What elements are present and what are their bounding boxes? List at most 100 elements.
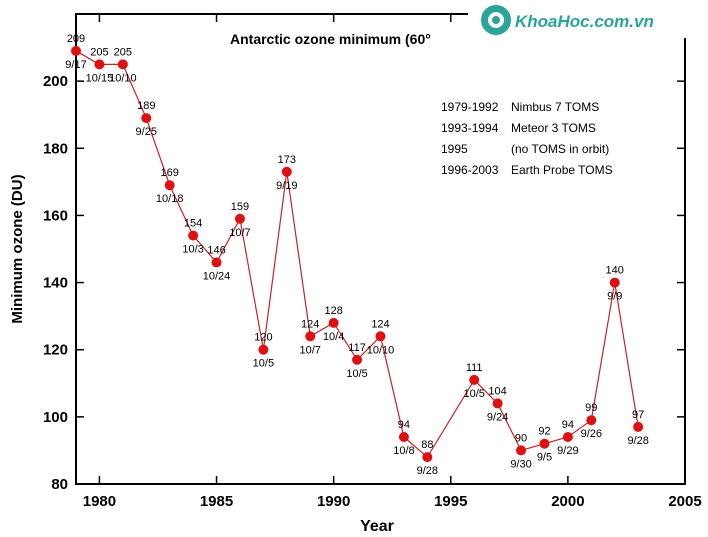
data-point [492,398,503,409]
legend-instrument-3: (no TOMS in orbit) [511,142,609,156]
legend-years-1: 1979-1992 [441,100,499,114]
data-label-date: 10/3 [182,244,203,256]
data-label-value: 159 [231,201,249,213]
legend: 1979-1992 Nimbus 7 TOMS 1993-1994 Meteor… [441,100,613,177]
data-label-value: 189 [137,100,155,112]
data-label-value: 154 [184,218,202,230]
data-label-date: 10/8 [393,445,414,457]
data-point [234,213,245,224]
data-label-value: 90 [515,432,527,444]
y-axis-ticks: 80 100 120 140 160 180 200 [43,73,685,493]
watermark-text: KhoaHoc.com.vn [515,12,654,31]
data-point [117,59,128,70]
x-tick-label: 2005 [668,493,701,510]
data-label-value: 92 [538,426,550,438]
data-label-value: 209 [67,33,85,45]
data-label-date: 9/28 [417,465,438,477]
data-label-date: 9/30 [510,458,531,470]
data-label-date: 9/26 [581,428,602,440]
data-point [352,354,363,365]
data-point [281,166,292,177]
data-label-date: 9/29 [557,445,578,457]
x-tick-label: 1980 [83,493,116,510]
data-label-date: 10/10 [109,72,137,84]
data-point [398,432,409,442]
y-tick-label: 100 [43,409,68,426]
data-point [562,432,573,442]
x-tick-label: 2000 [551,493,584,510]
legend-instrument-4: Earth Probe TOMS [511,163,613,177]
data-point [609,277,620,288]
data-point [586,415,597,426]
data-label-value: 169 [161,167,179,179]
data-point [188,230,199,241]
data-label-date: 10/15 [86,72,114,84]
data-label-date: 10/7 [300,344,321,356]
data-label-date: 9/19 [276,180,297,192]
data-label-date: 10/24 [203,270,231,282]
data-label-date: 9/17 [65,59,86,71]
data-label-value: 124 [371,318,389,330]
data-label-date: 10/10 [367,344,395,356]
data-label-value: 104 [488,385,506,397]
data-point [328,317,339,328]
legend-instrument-2: Meteor 3 TOMS [511,121,596,135]
data-label-date: 9/24 [487,411,508,423]
watermark-logo-core-icon [492,16,500,24]
data-label-value: 97 [632,409,644,421]
data-label-date: 10/7 [229,227,250,239]
point-labels: 209 9/17 205 10/15 205 10/10 189 9/25 169 10/18 15… [65,33,649,477]
data-label-value: 140 [606,265,624,277]
data-label-value: 205 [90,46,108,58]
legend-years-3: 1995 [441,142,468,156]
x-tick-label: 1990 [317,493,350,510]
data-point [164,180,175,191]
y-tick-label: 80 [51,476,68,493]
data-point [71,45,81,56]
data-point [516,445,527,456]
x-tick-label: 1995 [434,493,467,510]
x-axis-ticks: 1980 1985 1990 1995 2000 2005 [83,14,702,510]
data-point [422,452,433,463]
data-point [211,257,222,268]
data-label-value: 117 [348,342,366,354]
data-label-date: 9/9 [607,291,622,303]
watermark: KhoaHoc.com.vn [468,2,708,38]
legend-instrument-1: Nimbus 7 TOMS [511,100,599,114]
data-label-value: 120 [254,332,272,344]
data-label-value: 205 [114,46,132,58]
y-tick-label: 120 [43,342,68,359]
data-point [375,331,386,342]
series-markers [71,45,644,463]
data-label-date: 9/25 [136,126,157,138]
data-label-date: 9/5 [537,452,552,464]
data-label-value: 111 [466,362,483,374]
data-label-date: 10/5 [253,358,274,370]
chart-title: Antarctic ozone minimum (60° [230,31,431,47]
data-label-value: 99 [585,402,597,414]
y-tick-label: 200 [43,73,68,90]
data-point [305,331,316,342]
y-tick-label: 180 [43,140,68,157]
data-label-value: 128 [324,305,342,317]
data-point [469,374,480,385]
x-tick-label: 1985 [200,493,233,510]
y-tick-label: 160 [43,207,68,224]
data-label-value: 124 [301,318,319,330]
plot-frame [75,13,686,485]
legend-years-4: 1996-2003 [441,163,499,177]
data-label-date: 10/4 [323,331,344,343]
data-label-value: 88 [421,439,433,451]
data-label-date: 10/18 [156,193,184,205]
x-axis-label: Year [360,518,394,535]
data-label-value: 146 [207,244,225,256]
y-tick-label: 140 [43,275,68,292]
data-label-date: 10/5 [463,388,484,400]
data-label-date: 9/28 [627,435,648,447]
data-point [141,113,152,124]
legend-years-2: 1993-1994 [441,121,499,135]
y-axis-label: Minimum ozone (DU) [9,174,26,323]
data-point [94,59,105,70]
data-point [258,344,269,355]
